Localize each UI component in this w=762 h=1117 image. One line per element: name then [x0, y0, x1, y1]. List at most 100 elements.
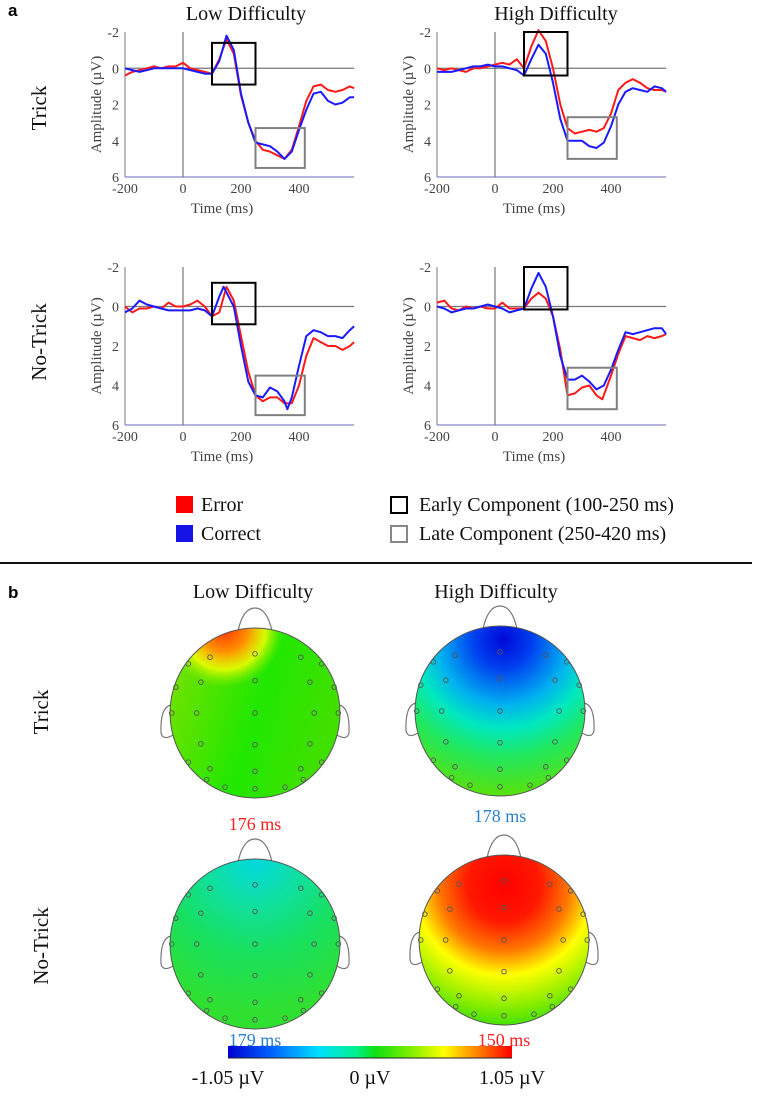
- electrode-marker: [207, 997, 213, 1003]
- electrode-marker: [331, 915, 337, 921]
- y-tick-label: 6: [424, 171, 431, 186]
- y-tick-label: 4: [112, 380, 119, 395]
- electrode-marker: [298, 654, 304, 660]
- electrode-marker: [452, 764, 458, 770]
- electrode-marker: [318, 990, 325, 996]
- peak-latency-label: 150 ms: [478, 1030, 531, 1050]
- electrode-marker: [222, 1015, 228, 1021]
- electrode-marker: [547, 881, 553, 887]
- scalp-map: [170, 628, 340, 798]
- electrode-marker: [547, 993, 553, 999]
- electrode-marker: [207, 654, 213, 660]
- electrode-marker: [531, 1011, 537, 1017]
- electrode-marker: [438, 708, 445, 714]
- x-axis-label: Time (ms): [503, 201, 565, 217]
- column-title-high: High Difficulty: [494, 3, 618, 25]
- row-title-trick: Trick: [27, 85, 51, 130]
- electrode-marker: [576, 682, 582, 688]
- x-tick-label: 400: [601, 182, 622, 197]
- topomap: 150 ms: [409, 834, 599, 1050]
- electrode-marker: [311, 941, 317, 947]
- y-tick-label: -2: [107, 261, 119, 276]
- x-axis-label: Time (ms): [503, 449, 565, 465]
- electrode-marker: [252, 972, 258, 979]
- early-component-box: [211, 41, 257, 86]
- electrode-marker: [422, 911, 428, 917]
- electrode-marker: [560, 937, 566, 943]
- electrode-marker: [298, 997, 304, 1003]
- electrode-marker: [501, 995, 507, 1002]
- topomap: 178 ms: [405, 605, 595, 826]
- legend-swatch-error: [176, 496, 193, 513]
- colorbar-max-label: 1.05 µV: [479, 1067, 546, 1089]
- electrode-marker: [168, 710, 175, 716]
- electrode-marker: [584, 937, 591, 943]
- electrode-marker: [198, 679, 204, 685]
- electrode-marker: [252, 741, 258, 748]
- electrode-marker: [497, 766, 503, 773]
- legend-label-late: Late Component (250-420 ms): [419, 523, 666, 545]
- electrode-marker: [307, 972, 313, 978]
- electrode-marker: [545, 774, 552, 781]
- erp-panel: -2 0 2 4 6-200 0 200 400 Time (ms) Amplitude (µV): [401, 261, 667, 465]
- legend-swatch-correct: [176, 525, 193, 542]
- erp-panel: -2 0 2 4 6-200 0 200 400 Time (ms) Amplitude (µV): [89, 26, 355, 217]
- electrode-marker: [456, 881, 462, 887]
- series-line-error: [124, 285, 355, 405]
- y-tick-label: 0: [424, 62, 431, 77]
- head-outline: [414, 625, 586, 797]
- electrode-marker: [193, 710, 200, 716]
- panel-label-b: b: [8, 583, 18, 602]
- y-axis-label: Amplitude (µV): [401, 297, 417, 394]
- electrode-marker: [252, 882, 258, 888]
- electrode-marker: [552, 739, 558, 745]
- panel-label-a: a: [8, 1, 18, 20]
- x-axis-label: Time (ms): [191, 449, 253, 465]
- electrode-marker: [307, 741, 313, 747]
- y-axis-label: Amplitude (µV): [401, 56, 417, 153]
- electrode-marker: [434, 888, 441, 894]
- electrode-marker: [282, 784, 288, 790]
- y-tick-label: 4: [424, 135, 431, 150]
- topo-row-title-no-trick: No-Trick: [29, 907, 53, 985]
- topomaps: 176 ms 178 ms 179 ms 150 ms: [160, 605, 599, 1050]
- electrode-marker: [252, 1017, 258, 1023]
- electrode-marker: [580, 708, 587, 714]
- electrode-marker: [567, 986, 574, 992]
- electrode-marker: [442, 937, 449, 943]
- electrode-marker: [497, 708, 503, 714]
- electrode-marker: [335, 941, 342, 947]
- y-tick-label: 2: [424, 340, 431, 355]
- electrode-marker: [185, 759, 192, 765]
- electrode-marker: [549, 1003, 556, 1010]
- y-tick-label: 6: [112, 171, 119, 186]
- late-component-box: [566, 116, 618, 160]
- early-component-box: [211, 281, 257, 326]
- electrode-marker: [300, 1007, 307, 1014]
- series-line-error: [124, 38, 355, 160]
- electrode-marker: [501, 937, 507, 943]
- series-line-error: [436, 29, 667, 135]
- y-tick-label: -2: [419, 261, 431, 276]
- electrode-marker: [501, 968, 507, 975]
- electrode-marker: [198, 910, 204, 916]
- electrode-marker: [418, 682, 424, 688]
- peak-latency-label: 179 ms: [229, 1030, 282, 1050]
- electrode-marker: [497, 675, 503, 682]
- early-component-box: [523, 31, 569, 77]
- early-component-box: [523, 266, 569, 311]
- erp-panel: -2 0 2 4 6-200 0 200 400 Time (ms) Amplitude (µV): [89, 261, 355, 465]
- legend-swatch-early: [390, 496, 408, 514]
- x-tick-label: 0: [492, 182, 499, 197]
- legend-label-early: Early Component (100-250 ms): [419, 494, 674, 516]
- y-tick-label: 2: [424, 99, 431, 114]
- electrode-marker: [556, 968, 562, 974]
- series-line-correct: [437, 43, 667, 149]
- electrode-marker: [252, 651, 258, 657]
- y-tick-label: -2: [419, 26, 431, 41]
- late-component-box: [254, 374, 306, 417]
- electrode-marker: [252, 768, 258, 775]
- x-tick-label: -200: [424, 430, 450, 445]
